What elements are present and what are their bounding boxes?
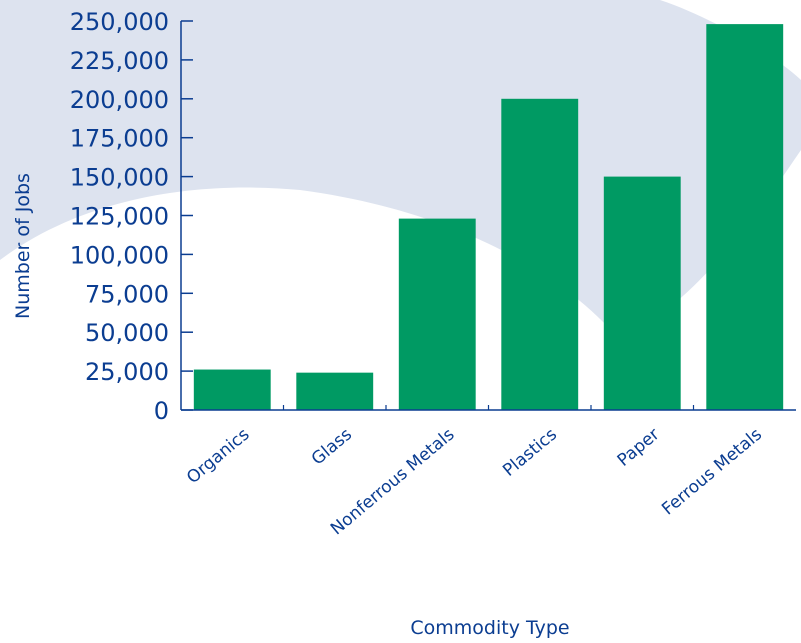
- x-category-label: Plastics: [499, 424, 561, 480]
- y-tick-label: 250,000: [70, 8, 169, 36]
- y-tick-label: 75,000: [85, 280, 169, 308]
- y-tick-label: 200,000: [70, 86, 169, 114]
- bar-glass: [296, 372, 374, 410]
- x-axis-title: Commodity Type: [410, 617, 569, 639]
- y-tick-label: 125,000: [70, 203, 169, 231]
- y-tick-label: 175,000: [70, 125, 169, 153]
- y-axis-title: Number of Jobs: [12, 173, 34, 319]
- x-category-label: Paper: [614, 425, 664, 471]
- bar-organics: [193, 369, 271, 410]
- y-tick-label: 25,000: [85, 358, 169, 386]
- bar-nonferrous-metals: [398, 218, 476, 410]
- x-category-label: Glass: [308, 424, 356, 469]
- bars-group: [193, 24, 784, 411]
- background-swoosh: [0, 0, 801, 340]
- x-category-label: Ferrous Metals: [658, 424, 766, 519]
- y-tick-label: 50,000: [85, 319, 169, 347]
- x-category-label: Organics: [183, 424, 253, 488]
- y-tick-label: 225,000: [70, 47, 169, 75]
- y-tick-label: 0: [154, 397, 169, 425]
- bar-paper: [603, 176, 681, 410]
- bar-plastics: [501, 98, 579, 411]
- x-ticks-group: [282, 405, 695, 410]
- y-tick-label: 150,000: [70, 164, 169, 192]
- y-ticks-group: 0 25,000 50,000 75,000 100,000 125,000 150,000…: [70, 8, 193, 425]
- bar-ferrous-metals: [706, 24, 784, 410]
- y-tick-label: 100,000: [70, 241, 169, 269]
